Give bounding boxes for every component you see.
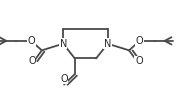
Text: O: O [60, 74, 68, 84]
Text: O: O [136, 36, 143, 46]
Text: O: O [135, 56, 143, 66]
Text: O: O [27, 36, 35, 46]
Text: N: N [104, 39, 111, 49]
Text: O: O [28, 56, 36, 66]
Text: N: N [59, 39, 67, 49]
